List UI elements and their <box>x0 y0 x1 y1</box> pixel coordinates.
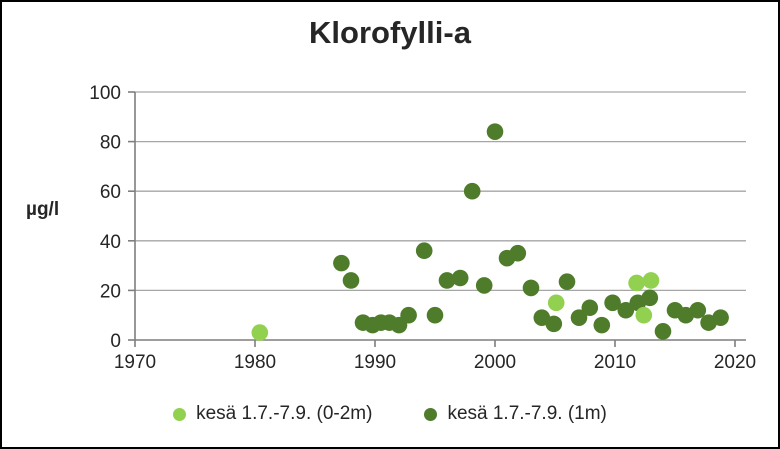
x-tick-label: 1980 <box>234 352 276 373</box>
y-axis-title: µg/l <box>26 199 60 220</box>
data-point <box>547 294 565 312</box>
x-tick-label: 2010 <box>594 352 636 373</box>
legend-marker-icon <box>173 407 187 421</box>
data-point <box>486 123 504 140</box>
data-point <box>463 182 481 200</box>
data-point <box>522 279 540 297</box>
data-point <box>475 277 493 294</box>
legend-label: kesä 1.7.-7.9. (0-2m) <box>196 403 373 424</box>
data-point <box>654 323 672 340</box>
data-point <box>581 299 599 317</box>
data-point <box>451 269 469 287</box>
x-tick-label: 2020 <box>714 352 756 373</box>
data-point <box>333 254 350 272</box>
y-tick-label: 100 <box>89 83 121 104</box>
data-point <box>642 272 660 289</box>
data-point <box>415 242 433 260</box>
data-point <box>604 294 621 312</box>
data-point <box>593 316 611 334</box>
data-point <box>558 273 576 291</box>
chart-legend: kesä 1.7.-7.9. (0-2m) kesä 1.7.-7.9. (1m… <box>2 403 778 425</box>
data-point <box>628 274 645 292</box>
data-point <box>438 272 456 289</box>
data-point <box>342 272 360 289</box>
x-tick-label: 1990 <box>354 352 396 373</box>
y-tick-label: 40 <box>100 232 121 253</box>
legend-label: kesä 1.7.-7.9. (1m) <box>447 403 607 424</box>
data-point <box>689 301 707 319</box>
y-tick-label: 0 <box>110 331 121 352</box>
data-point <box>400 306 417 324</box>
x-tick-label: 1970 <box>114 352 156 373</box>
y-tick-label: 20 <box>100 281 121 302</box>
data-point <box>426 306 444 324</box>
y-tick-label: 80 <box>100 133 121 154</box>
data-point <box>635 306 653 324</box>
data-point <box>251 324 269 341</box>
x-tick-label: 2000 <box>474 352 516 373</box>
legend-marker-icon <box>424 407 438 421</box>
data-point <box>545 315 563 333</box>
legend-item-1m: kesä 1.7.-7.9. (1m) <box>424 403 607 425</box>
data-point <box>570 309 588 326</box>
data-point <box>712 309 729 326</box>
data-point <box>509 244 527 262</box>
chart-title: Klorofylli-a <box>309 15 471 50</box>
data-point <box>617 301 635 319</box>
legend-item-0-2m: kesä 1.7.-7.9. (0-2m) <box>173 403 372 425</box>
y-tick-label: 60 <box>100 182 121 203</box>
data-point <box>641 289 659 307</box>
